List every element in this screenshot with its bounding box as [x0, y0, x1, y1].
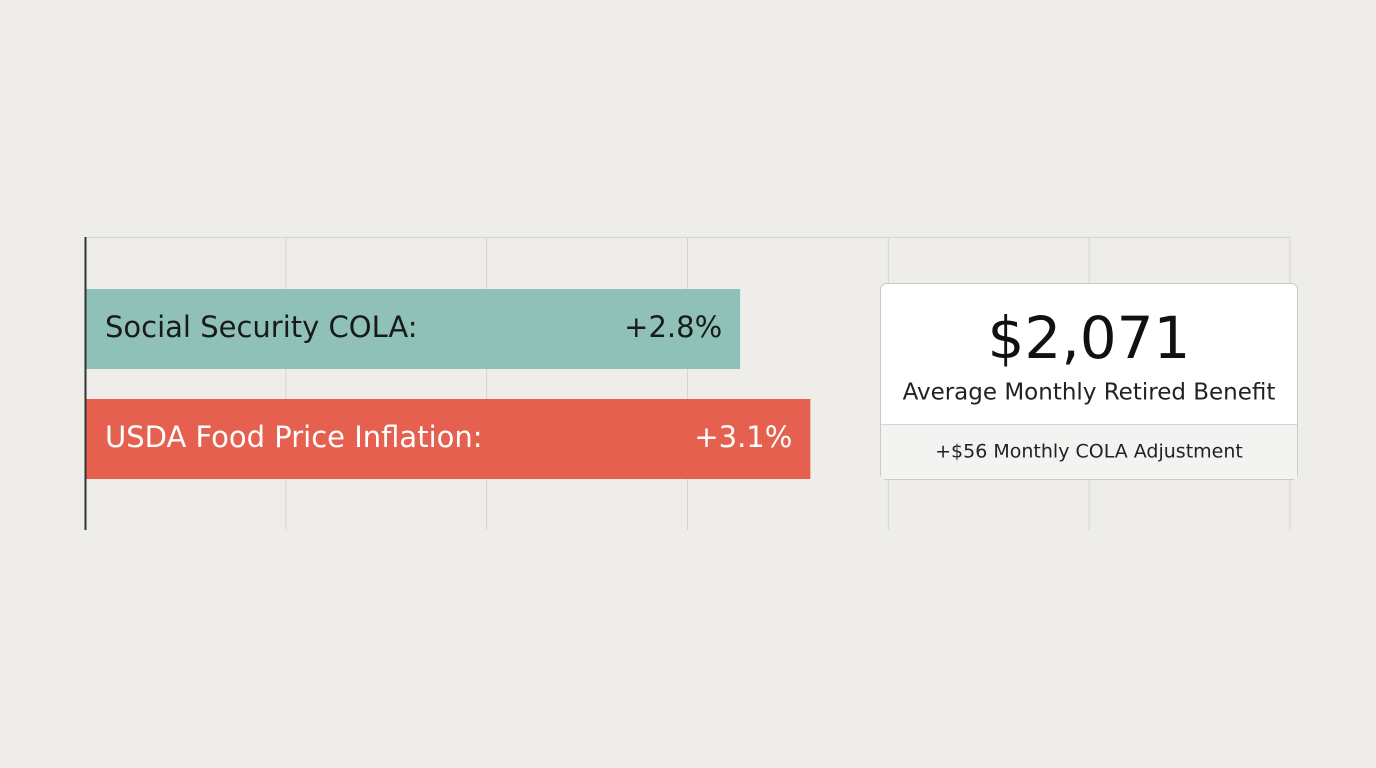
- value-label: +2.8%: [624, 310, 722, 344]
- card-caption: Average Monthly Retired Benefit: [903, 380, 1276, 406]
- bar: [85, 289, 741, 369]
- bar: [85, 399, 811, 479]
- card-value: $2,071: [988, 304, 1191, 372]
- bar-label: Social Security COLA:: [105, 310, 418, 344]
- card-footer: +$56 Monthly COLA Adjustment: [935, 441, 1243, 463]
- bar-label: USDA Food Price Inflation:: [105, 420, 483, 454]
- card-footer-bg: [881, 424, 1297, 479]
- stat-card: $2,071 Average Monthly Retired Benefit +…: [880, 283, 1298, 480]
- value-label: +3.1%: [694, 420, 792, 454]
